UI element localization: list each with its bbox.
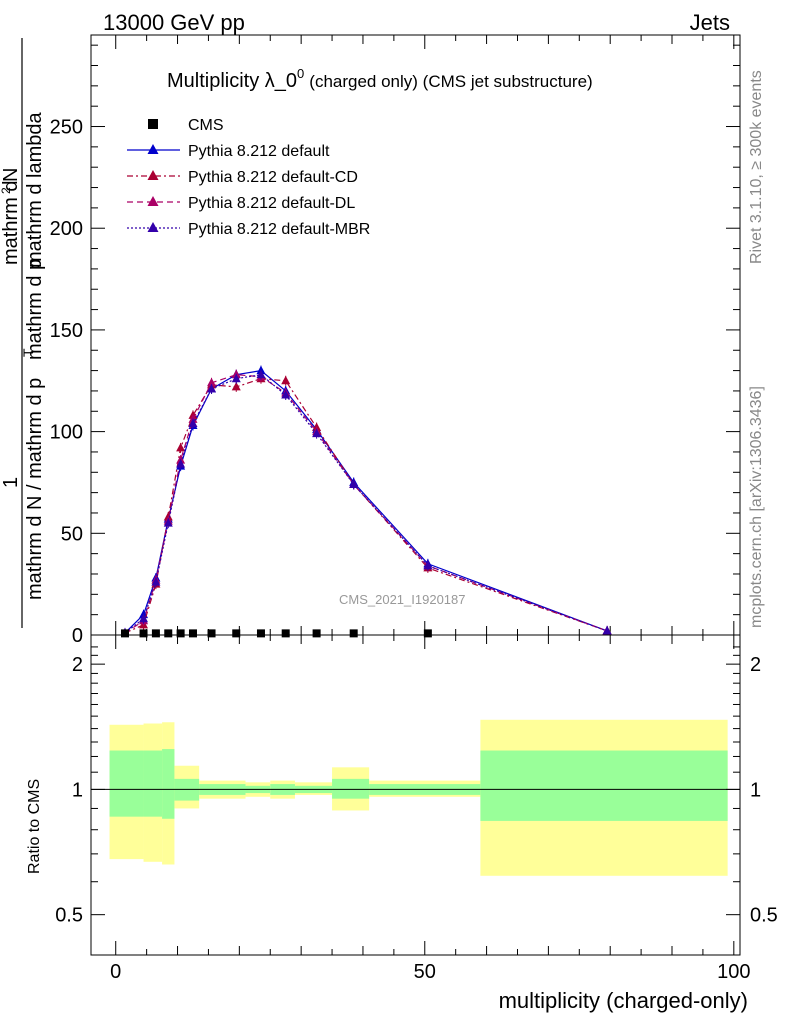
series-marker (231, 381, 241, 391)
cms-data-point (207, 629, 216, 638)
ratio-band-inner (162, 749, 175, 819)
plot-title: Multiplicity λ_00 (charged only) (CMS jet… (167, 66, 593, 92)
plot-title-sup: 0 (297, 66, 304, 81)
cms-data-point (139, 629, 148, 638)
cms-data-point (176, 629, 185, 638)
y-label-main-sup: 2 (0, 187, 13, 194)
legend-label: Pythia 8.212 default-MBR (188, 221, 370, 238)
series-marker (256, 369, 266, 379)
analysis-watermark: CMS_2021_I1920187 (339, 592, 466, 607)
rivet-version-label: Rivet 3.1.10, ≥ 300k events (748, 70, 765, 264)
main-ticks: 0 50 100 150 200 250 (50, 35, 740, 647)
legend-label: CMS (188, 117, 224, 134)
y-label-main-numerator: mathrm d (0, 181, 22, 265)
cms-data-points (120, 629, 432, 638)
y-tick-label: 0 (72, 625, 83, 647)
series-marker (139, 613, 149, 623)
ratio-tick-label-right: 1 (750, 779, 761, 801)
y-tick-label: 150 (50, 320, 83, 342)
ratio-tick-label: 0.5 (55, 905, 83, 927)
cms-data-point (256, 629, 265, 638)
mc-series-lines (121, 365, 612, 635)
energy-label: 13000 GeV pp (103, 10, 245, 35)
legend-label: Pythia 8.212 default-CD (188, 169, 358, 186)
cms-data-point (232, 629, 241, 638)
ratio-band-inner (480, 750, 728, 821)
ratio-frame (90, 634, 741, 956)
legend: CMS Pythia 8.212 default Pythia 8.212 defa… (127, 117, 370, 238)
mcplots-reference-label: mcplots.cern.ch [arXiv:1306.3436] (748, 386, 765, 628)
y-label-sub-t: T (20, 348, 36, 357)
y-label-numerator: 1 (0, 477, 22, 488)
legend-marker (147, 196, 159, 206)
cms-data-point (281, 629, 290, 638)
y-label-main-denominator: mathrm d p (24, 259, 46, 360)
ratio-tick-label-right: 2 (750, 654, 761, 676)
series-marker (176, 459, 186, 468)
x-tick-label: 100 (717, 961, 750, 983)
y-tick-label: 100 (50, 422, 83, 444)
cms-data-point (164, 629, 173, 638)
x-tick-label: 0 (110, 961, 121, 983)
y-tick-label: 200 (50, 218, 83, 240)
ratio-band-inner (332, 778, 370, 799)
series-marker (349, 479, 359, 488)
ratio-tick-label-right: 0.5 (750, 905, 778, 927)
series-marker (207, 377, 217, 387)
legend-marker (147, 144, 159, 154)
ratio-tick-label: 2 (72, 654, 83, 676)
y-tick-label: 50 (61, 523, 83, 545)
y-label-main-numerator-tail: N (0, 168, 22, 182)
series-marker (151, 577, 161, 586)
cms-data-point (120, 629, 129, 638)
cms-data-point (349, 629, 358, 638)
series-line-3 (124, 374, 608, 634)
series-marker (188, 418, 198, 427)
legend-label: Pythia 8.212 default-DL (188, 195, 355, 212)
legend-label: Pythia 8.212 default (188, 143, 330, 160)
ratio-uncertainty-bands (109, 719, 728, 876)
series-marker (176, 442, 186, 452)
series-marker (281, 390, 291, 399)
ratio-band-inner (143, 750, 163, 817)
cms-data-point (423, 629, 432, 638)
y-label-denominator: mathrm d N / mathrm d p (24, 378, 46, 600)
series-marker (423, 560, 433, 570)
legend-marker (147, 222, 159, 232)
ratio-y-label: Ratio to CMS (26, 779, 43, 874)
ratio-tick-label: 1 (72, 779, 83, 801)
cms-data-point (312, 629, 321, 638)
series-marker (602, 625, 612, 635)
cms-data-point (151, 629, 160, 638)
legend-marker (147, 170, 159, 180)
y-axis-label: mathrm d N / mathrm d p T 1 mathrm d 2 N… (0, 38, 46, 628)
process-label: Jets (690, 10, 730, 35)
legend-cms-marker (148, 119, 158, 129)
y-label-main-denominator-tail: mathrm d lambda (24, 112, 46, 268)
series-line-0 (124, 369, 608, 634)
series-marker (231, 373, 241, 383)
series-marker (163, 518, 173, 527)
plot-title-suffix: (charged only) (CMS jet substructure) (309, 72, 592, 91)
series-marker (281, 375, 291, 385)
y-tick-label: 250 (50, 117, 83, 139)
x-tick-label: 50 (414, 961, 436, 983)
cms-data-point (188, 629, 197, 638)
ratio-band-inner (109, 750, 144, 817)
ratio-ticks: 0.5 0.5 1 1 2 2 0 50 100 (55, 635, 778, 983)
x-axis-label: multiplicity (charged-only) (499, 988, 748, 1013)
series-marker (207, 383, 217, 393)
plot-title-main: Multiplicity λ_0 (167, 70, 297, 92)
series-marker (312, 428, 322, 438)
